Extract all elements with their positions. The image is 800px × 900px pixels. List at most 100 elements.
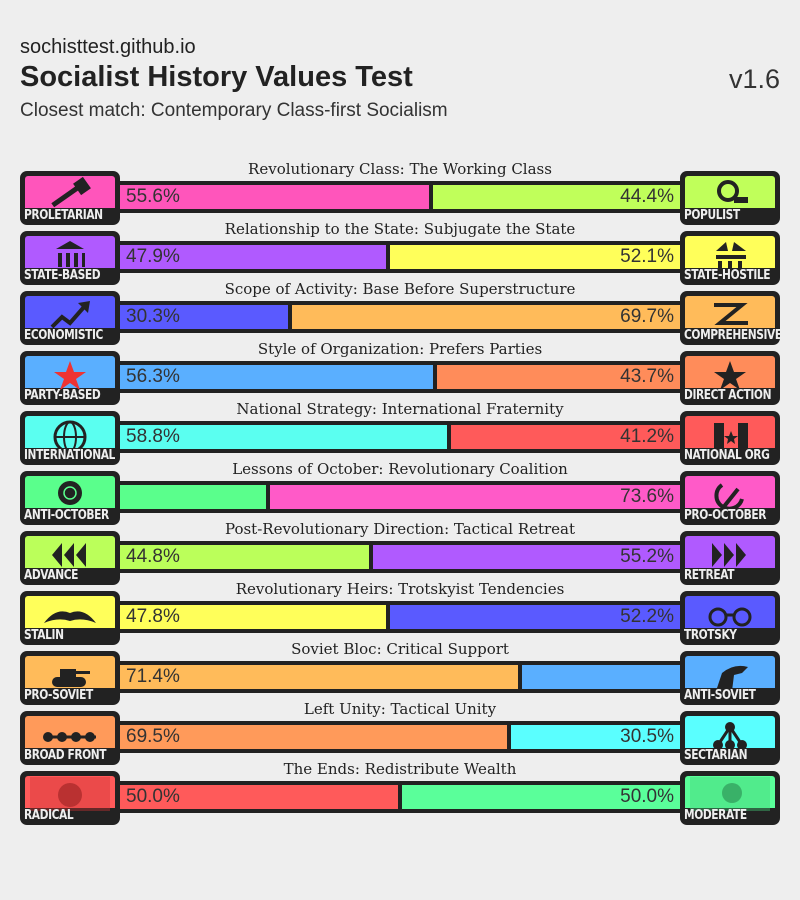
axis-row: The Ends: Redistribute Wealth RADICAL 50… xyxy=(20,760,780,830)
right-percent: 55.2% xyxy=(620,546,674,567)
left-ideology-badge: ANTI-OCTOBER xyxy=(20,471,120,525)
right-score-fill xyxy=(402,785,680,809)
right-ideology-badge: POPULIST xyxy=(680,171,780,225)
left-ideology-badge: STATE-BASED xyxy=(20,231,120,285)
axis-title: Scope of Activity: Base Before Superstru… xyxy=(224,280,576,298)
right-ideology-label: POPULIST xyxy=(684,208,740,223)
left-score-fill xyxy=(120,485,266,509)
left-score-fill xyxy=(120,545,369,569)
axis-row: Left Unity: Tactical Unity BROAD FRONT 6… xyxy=(20,700,780,770)
left-percent: 30.3% xyxy=(126,306,180,327)
score-bar: 55.6% 44.4% xyxy=(116,181,684,213)
axis-row: Relationship to the State: Subjugate the… xyxy=(20,220,780,290)
left-score-fill xyxy=(120,605,386,629)
axis-row: Post-Revolutionary Direction: Tactical R… xyxy=(20,520,780,590)
portrait-icon xyxy=(690,777,770,811)
axis-title: Revolutionary Class: The Working Class xyxy=(248,160,552,178)
tree-nodes-icon xyxy=(713,722,747,750)
red-star-icon xyxy=(54,361,86,390)
right-ideology-label: COMPREHENSIVE xyxy=(684,328,782,343)
axis-title: Style of Organization: Prefers Parties xyxy=(257,340,543,358)
right-ideology-badge: DIRECT ACTION xyxy=(680,351,780,405)
right-ideology-badge: RETREAT xyxy=(680,531,780,585)
right-ideology-label: TROTSKY xyxy=(684,628,737,643)
fist-icon xyxy=(716,665,748,691)
closest-match: Closest match: Contemporary Class-first … xyxy=(20,100,448,121)
right-ideology-badge: COMPREHENSIVE xyxy=(680,291,782,345)
right-ideology-label: PRO-OCTOBER xyxy=(684,508,767,523)
left-ideology-badge: ECONOMISTIC xyxy=(20,291,120,345)
right-ideology-badge: ANTI-SOVIET xyxy=(680,651,780,705)
left-ideology-badge: PARTY-BASED xyxy=(20,351,120,405)
left-percent: 71.4% xyxy=(126,666,180,687)
glasses-icon xyxy=(708,607,752,627)
left-ideology-label: PARTY-BASED xyxy=(24,388,101,403)
right-percent: 30.5% xyxy=(620,726,674,747)
left-score-fill xyxy=(120,725,508,749)
version-label: v1.6 xyxy=(728,64,780,94)
left-percent: 44.8% xyxy=(126,546,180,567)
left-ideology-badge: INTERNATIONAL xyxy=(20,411,120,465)
axis-title: Revolutionary Heirs: Trotskyist Tendenci… xyxy=(235,580,565,598)
right-ideology-label: SECTARIAN xyxy=(684,748,748,763)
axis-row: National Strategy: International Fratern… xyxy=(20,400,780,470)
right-score-fill xyxy=(389,605,680,629)
site-url[interactable]: sochisttest.github.io xyxy=(20,36,196,58)
right-percent: 73.6% xyxy=(620,486,674,507)
left-score-fill xyxy=(120,785,398,809)
page-title: Socialist History Values Test xyxy=(20,61,413,93)
axis-title: Soviet Bloc: Critical Support xyxy=(291,640,509,658)
left-score-fill xyxy=(120,665,518,689)
left-ideology-label: BROAD FRONT xyxy=(24,748,107,763)
left-ideology-label: PRO-SOVIET xyxy=(24,688,93,703)
right-score-fill xyxy=(511,725,680,749)
left-ideology-label: ANTI-OCTOBER xyxy=(24,508,109,523)
trend-arrow-icon xyxy=(50,301,90,329)
axis-title: Relationship to the State: Subjugate the… xyxy=(224,220,576,238)
right-ideology-badge: TROTSKY xyxy=(680,591,780,645)
score-bar: 56.3% 43.7% xyxy=(116,361,684,393)
right-ideology-label: MODERATE xyxy=(684,808,747,823)
left-percent: 56.3% xyxy=(126,366,180,387)
broken-building-icon xyxy=(716,242,746,269)
score-bar: 69.5% 30.5% xyxy=(116,721,684,753)
left-score-fill xyxy=(120,365,434,389)
right-percent: 52.2% xyxy=(620,606,674,627)
crossing-arrows-icon xyxy=(714,303,748,325)
right-percent: 52.1% xyxy=(620,246,674,267)
right-ideology-label: NATIONAL ORG xyxy=(684,448,770,463)
left-ideology-badge: PRO-SOVIET xyxy=(20,651,120,705)
right-score-fill xyxy=(437,365,680,389)
left-percent: 69.5% xyxy=(126,726,180,747)
score-bar: 50.0% 50.0% xyxy=(116,781,684,813)
right-percent: 41.2% xyxy=(620,426,674,447)
left-percent: 47.9% xyxy=(126,246,180,267)
right-score-fill xyxy=(372,545,680,569)
right-ideology-label: RETREAT xyxy=(684,568,735,583)
left-score-fill xyxy=(120,245,387,269)
right-score-fill xyxy=(291,305,680,329)
left-percent: 50.0% xyxy=(126,786,180,807)
right-score-fill xyxy=(269,485,680,509)
axis-title: Post-Revolutionary Direction: Tactical R… xyxy=(224,520,576,538)
axis-title: Lessons of October: Revolutionary Coalit… xyxy=(232,460,568,478)
right-percent: 43.7% xyxy=(620,366,674,387)
flag-icon xyxy=(714,423,748,451)
tank-icon xyxy=(52,669,90,687)
left-ideology-label: PROLETARIAN xyxy=(24,208,103,223)
left-ideology-badge: PROLETARIAN xyxy=(20,171,120,225)
triple-left-arrow-icon xyxy=(52,543,86,567)
marx-portrait-icon xyxy=(30,777,110,811)
magnifier-icon xyxy=(717,180,748,203)
axis-row: Scope of Activity: Base Before Superstru… xyxy=(20,280,782,350)
globe-icon xyxy=(53,420,87,454)
moustache-icon xyxy=(44,611,96,623)
triple-right-arrow-icon xyxy=(712,543,746,567)
left-ideology-badge: RADICAL xyxy=(20,771,120,825)
rose-icon xyxy=(58,481,82,505)
score-bar: 47.9% 52.1% xyxy=(116,241,684,273)
score-bar: 44.8% 55.2% xyxy=(116,541,684,573)
score-bar: 47.8% 52.2% xyxy=(116,601,684,633)
right-ideology-badge: STATE-HOSTILE xyxy=(680,231,780,285)
score-bar: 71.4% xyxy=(116,661,684,693)
